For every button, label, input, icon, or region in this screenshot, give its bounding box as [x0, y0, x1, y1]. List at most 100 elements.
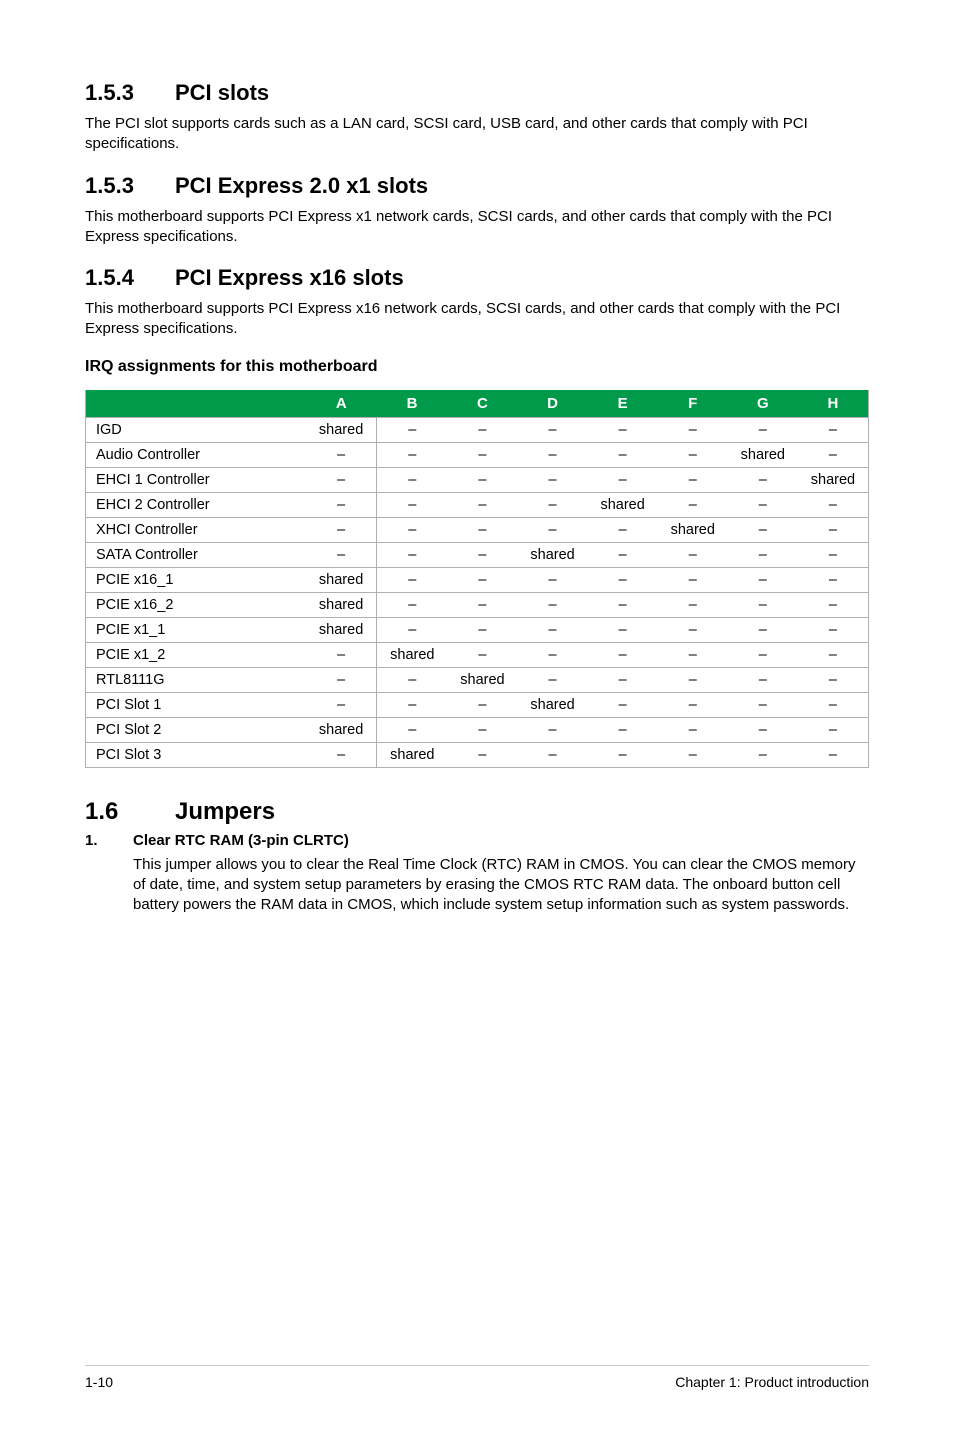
table-cell: – — [798, 617, 868, 642]
table-cell: – — [447, 592, 517, 617]
table-cell: – — [588, 592, 658, 617]
table-cell: – — [447, 692, 517, 717]
heading-number: 1.5.3 — [85, 80, 175, 106]
jumper-item-title: Clear RTC RAM (3-pin CLRTC) — [133, 832, 349, 849]
table-cell: EHCI 2 Controller — [86, 492, 306, 517]
table-cell: – — [377, 442, 448, 467]
table-cell: – — [447, 617, 517, 642]
table-header-cell: F — [658, 390, 728, 418]
jumper-item-number: 1. — [85, 832, 133, 849]
table-cell: – — [518, 592, 588, 617]
table-cell: – — [377, 717, 448, 742]
heading-number: 1.5.3 — [85, 173, 175, 199]
heading-irq: IRQ assignments for this motherboard — [85, 358, 869, 376]
table-cell: – — [377, 617, 448, 642]
paragraph-pcie-x16: This motherboard supports PCI Express x1… — [85, 299, 869, 340]
table-cell: – — [518, 567, 588, 592]
table-cell: – — [728, 592, 798, 617]
table-cell: – — [518, 642, 588, 667]
table-header-cell: G — [728, 390, 798, 418]
table-cell: – — [377, 567, 448, 592]
table-row: PCI Slot 1–––shared–––– — [86, 692, 868, 717]
table-cell: – — [447, 492, 517, 517]
heading-pcie-x16: 1.5.4PCI Express x16 slots — [85, 265, 869, 291]
table-row: EHCI 1 Controller–––––––shared — [86, 467, 868, 492]
table-cell: – — [658, 667, 728, 692]
table-cell: shared — [658, 517, 728, 542]
table-cell: – — [518, 617, 588, 642]
table-cell: – — [728, 567, 798, 592]
table-cell: – — [518, 667, 588, 692]
table-cell: – — [588, 692, 658, 717]
table-cell: – — [518, 742, 588, 767]
heading-jumpers: 1.6Jumpers — [85, 798, 869, 826]
table-cell: shared — [728, 442, 798, 467]
table-cell: shared — [306, 617, 377, 642]
table-row: XHCI Controller–––––shared–– — [86, 517, 868, 542]
table-cell: – — [658, 567, 728, 592]
table-cell: – — [588, 742, 658, 767]
table-header-cell: C — [447, 390, 517, 418]
table-cell: – — [588, 642, 658, 667]
table-header-cell: A — [306, 390, 377, 418]
table-cell: – — [658, 417, 728, 442]
table-cell: – — [728, 617, 798, 642]
jumper-item-1-header: 1. Clear RTC RAM (3-pin CLRTC) — [85, 832, 869, 849]
table-row: PCIE x16_2shared––––––– — [86, 592, 868, 617]
irq-table-container: ABCDEFGH IGDshared–––––––Audio Controlle… — [85, 390, 869, 768]
table-cell: shared — [306, 567, 377, 592]
table-cell: – — [447, 442, 517, 467]
table-cell: – — [798, 692, 868, 717]
table-cell: – — [377, 492, 448, 517]
heading-title: Jumpers — [175, 798, 275, 825]
table-cell: – — [447, 517, 517, 542]
irq-table-body: IGDshared–––––––Audio Controller––––––sh… — [86, 417, 868, 767]
table-cell: – — [798, 567, 868, 592]
table-cell: – — [798, 642, 868, 667]
table-cell: – — [728, 667, 798, 692]
table-cell: shared — [447, 667, 517, 692]
table-cell: – — [798, 517, 868, 542]
table-cell: – — [658, 642, 728, 667]
table-cell: – — [306, 492, 377, 517]
table-cell: – — [798, 492, 868, 517]
table-cell: – — [306, 667, 377, 692]
table-cell: – — [798, 592, 868, 617]
table-row: Audio Controller––––––shared– — [86, 442, 868, 467]
table-cell: PCIE x16_2 — [86, 592, 306, 617]
table-cell: XHCI Controller — [86, 517, 306, 542]
table-cell: – — [798, 417, 868, 442]
table-cell: – — [588, 617, 658, 642]
table-cell: – — [588, 442, 658, 467]
table-cell: – — [728, 542, 798, 567]
table-cell: – — [306, 742, 377, 767]
table-row: IGDshared––––––– — [86, 417, 868, 442]
table-cell: – — [728, 417, 798, 442]
table-row: SATA Controller–––shared–––– — [86, 542, 868, 567]
table-cell: – — [306, 642, 377, 667]
table-cell: shared — [377, 742, 448, 767]
heading-title: PCI Express 2.0 x1 slots — [175, 173, 428, 198]
table-row: PCI Slot 2shared––––––– — [86, 717, 868, 742]
table-cell: – — [306, 517, 377, 542]
heading-title: PCI slots — [175, 80, 269, 105]
table-cell: – — [798, 442, 868, 467]
table-cell: PCI Slot 1 — [86, 692, 306, 717]
table-cell: – — [588, 717, 658, 742]
table-cell: Audio Controller — [86, 442, 306, 467]
table-header-cell: D — [518, 390, 588, 418]
table-cell: – — [588, 567, 658, 592]
table-row: PCIE x16_1shared––––––– — [86, 567, 868, 592]
table-cell: – — [306, 467, 377, 492]
page-footer: 1-10 Chapter 1: Product introduction — [85, 1365, 869, 1390]
table-cell: – — [447, 642, 517, 667]
table-cell: SATA Controller — [86, 542, 306, 567]
table-cell: PCIE x16_1 — [86, 567, 306, 592]
heading-number: 1.6 — [85, 798, 175, 826]
table-cell: – — [447, 567, 517, 592]
table-cell: PCI Slot 3 — [86, 742, 306, 767]
table-cell: – — [377, 667, 448, 692]
table-cell: – — [518, 517, 588, 542]
table-cell: PCIE x1_1 — [86, 617, 306, 642]
table-cell: – — [518, 717, 588, 742]
